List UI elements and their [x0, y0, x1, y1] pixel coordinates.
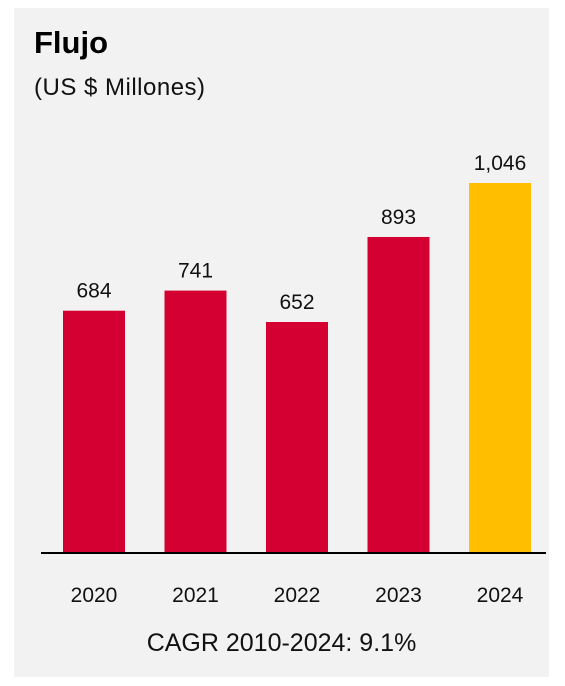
- bars-group: [63, 183, 531, 552]
- tick-label-2024: 2024: [477, 584, 524, 607]
- bar-2023: [367, 236, 430, 552]
- tick-label-2022: 2022: [274, 584, 321, 607]
- tick-label-2023: 2023: [375, 584, 422, 607]
- chart-subtitle: (US $ Millones): [34, 74, 206, 101]
- bar-2022: [266, 321, 328, 552]
- bar-2020: [63, 310, 125, 552]
- value-label-2021: 741: [178, 260, 213, 283]
- tick-label-2021: 2021: [172, 584, 219, 607]
- tick-labels-group: 2020 2021 2022 2023 2024: [71, 584, 524, 607]
- value-label-2020: 684: [76, 280, 111, 303]
- chart-title: Flujo: [34, 25, 109, 60]
- tick-label-2020: 2020: [71, 584, 118, 607]
- cagr-footnote: CAGR 2010-2024: 9.1%: [146, 629, 417, 657]
- bar-2024: [469, 183, 531, 552]
- bar-chart: 684 741 652 893 1,046 2020 2021 2022 2023 2024: [41, 152, 546, 607]
- value-label-2022: 652: [279, 291, 314, 314]
- bar-2021: [164, 290, 227, 552]
- chart-panel: Flujo (US $ Millones) 684 741 652 893 1,046 …: [14, 8, 549, 677]
- value-label-2023: 893: [381, 206, 416, 229]
- value-label-2024: 1,046: [474, 152, 527, 175]
- value-labels-group: 684 741 652 893 1,046: [76, 152, 526, 314]
